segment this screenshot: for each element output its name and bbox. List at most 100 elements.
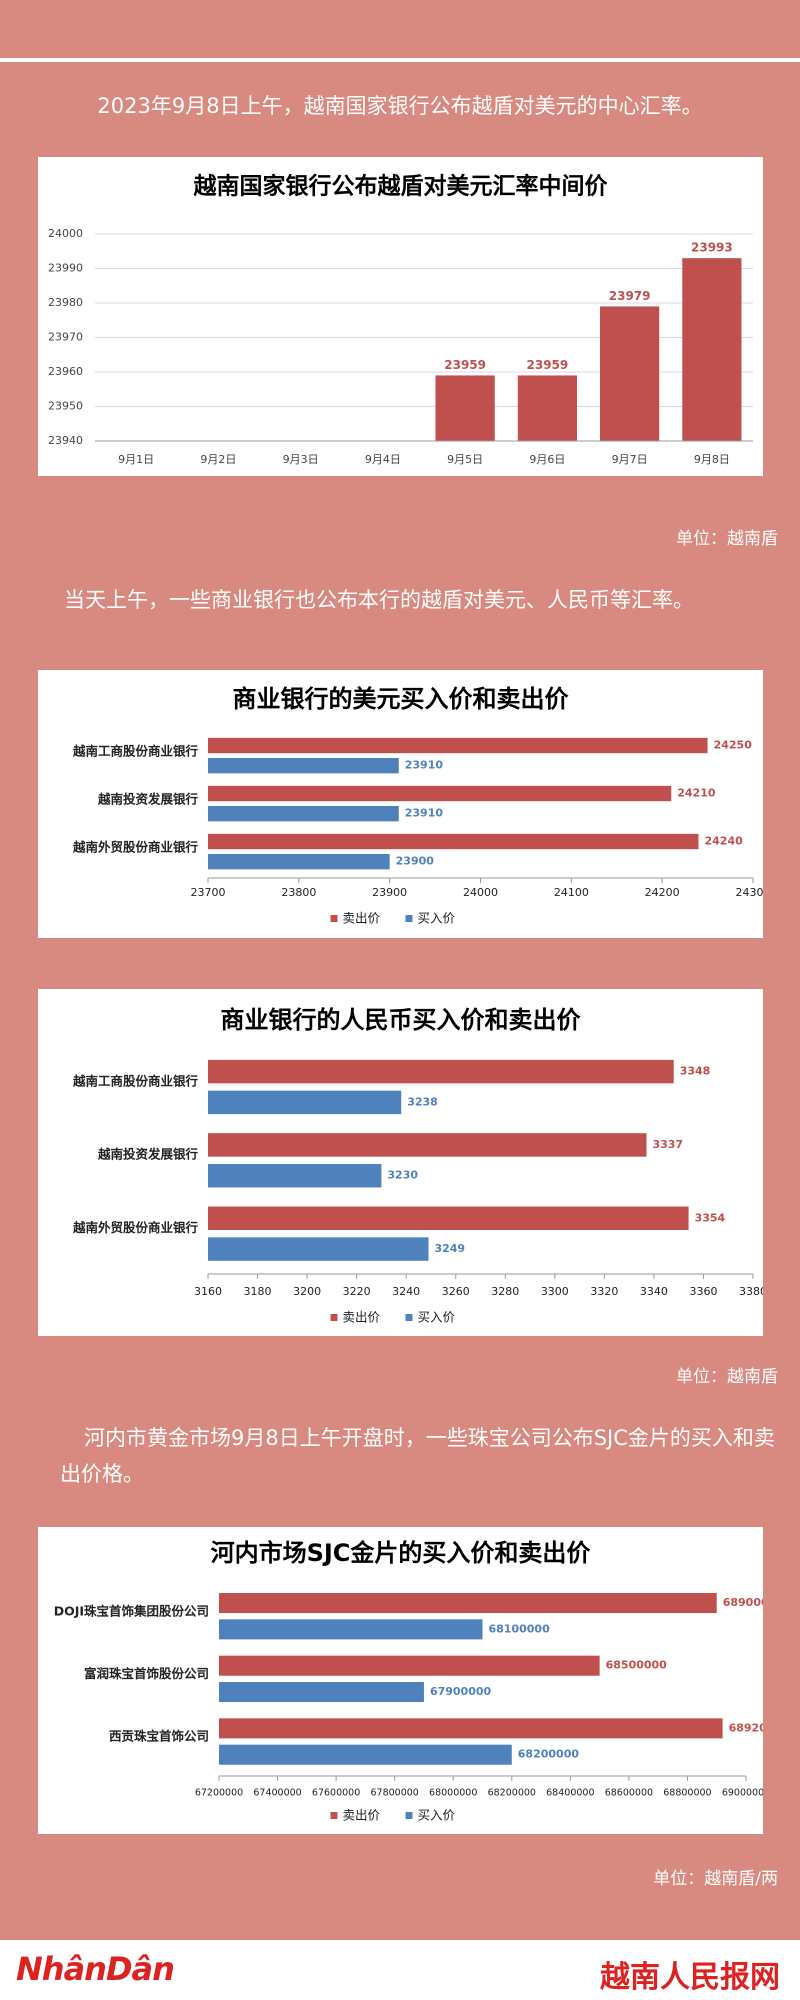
data-label: 23993 <box>691 241 733 255</box>
y-tick-label: 越南投资发展银行 <box>97 792 199 807</box>
data-label: 68900000 <box>723 1596 763 1609</box>
x-tick-label: 68600000 <box>605 1788 653 1799</box>
x-tick-label: 9月5日 <box>447 453 483 466</box>
x-tick-label: 3240 <box>392 1285 420 1298</box>
unit-note: 单位：越南盾 <box>676 529 778 549</box>
chart-title: 越南国家银行公布越盾对美元汇率中间价 <box>194 173 609 200</box>
bar <box>435 375 495 441</box>
x-tick-label: 9月8日 <box>694 453 730 466</box>
y-tick-label: 越南外贸股份商业银行 <box>72 840 199 855</box>
bar <box>219 1593 717 1614</box>
y-tick-label: 越南投资发展银行 <box>97 1147 199 1162</box>
x-tick-label: 68200000 <box>488 1788 536 1799</box>
data-label: 24210 <box>677 787 716 800</box>
data-label: 23959 <box>527 358 569 372</box>
y-tick-label: DOJI珠宝首饰集团股份公司 <box>54 1603 209 1618</box>
bar <box>208 833 699 850</box>
y-tick-label: 富润珠宝首饰股份公司 <box>84 1666 209 1681</box>
bar <box>219 1619 483 1640</box>
bar <box>219 1655 600 1676</box>
data-label: 3354 <box>695 1211 726 1224</box>
y-tick-label: 23950 <box>48 400 83 413</box>
x-tick-label: 9月7日 <box>612 453 648 466</box>
x-tick-label: 9月3日 <box>283 453 319 466</box>
bar <box>517 375 577 441</box>
x-tick-label: 3320 <box>590 1285 618 1298</box>
y-tick-label: 越南工商股份商业银行 <box>72 744 199 759</box>
y-tick-label: 23970 <box>48 331 83 344</box>
chart-title: 河内市场SJC金片的买入价和卖出价 <box>211 1539 592 1567</box>
bar <box>208 854 390 870</box>
legend-swatch <box>405 1314 413 1321</box>
paragraph: 当天上午，一些商业银行也公布本行的越盾对美元、人民币等汇率。 <box>64 588 694 612</box>
x-tick-label: 68800000 <box>663 1788 711 1799</box>
x-tick-label: 3280 <box>491 1285 519 1298</box>
chart-title: 商业银行的美元买入价和卖出价 <box>233 685 570 713</box>
data-label: 68200000 <box>518 1748 580 1761</box>
legend-swatch <box>405 1812 413 1819</box>
unit-note: 单位：越南盾 <box>676 1367 778 1387</box>
data-label: 3337 <box>652 1138 683 1151</box>
bar <box>208 785 672 802</box>
x-tick-label: 67600000 <box>312 1788 360 1799</box>
data-label: 23959 <box>444 358 486 372</box>
x-tick-label: 67200000 <box>195 1788 243 1799</box>
bar <box>682 258 742 441</box>
x-tick-label: 67800000 <box>370 1788 418 1799</box>
bar <box>208 737 708 754</box>
data-label: 68920000 <box>729 1721 763 1734</box>
legend-swatch <box>405 915 413 922</box>
x-tick-label: 3360 <box>689 1285 717 1298</box>
x-tick-label: 3160 <box>194 1285 222 1298</box>
x-tick-label: 9月6日 <box>529 453 565 466</box>
data-label: 67900000 <box>430 1685 492 1698</box>
x-tick-label: 3260 <box>442 1285 470 1298</box>
bar <box>600 306 660 441</box>
legend-label: 卖出价 <box>343 1310 381 1325</box>
bar <box>219 1744 512 1765</box>
x-tick-label: 3200 <box>293 1285 321 1298</box>
x-tick-label: 67400000 <box>253 1788 301 1799</box>
bar <box>208 1090 402 1115</box>
bar <box>208 1206 689 1230</box>
data-label: 3238 <box>407 1095 438 1108</box>
legend-label: 买入价 <box>418 911 456 926</box>
data-label: 68500000 <box>606 1659 668 1672</box>
bar <box>208 1237 429 1261</box>
divider <box>0 58 800 62</box>
data-label: 3230 <box>387 1169 418 1182</box>
bar <box>219 1718 723 1739</box>
bar <box>208 1133 647 1157</box>
bar <box>208 806 399 822</box>
legend-label: 买入价 <box>418 1808 456 1823</box>
x-tick-label: 9月4日 <box>365 453 401 466</box>
data-label: 68100000 <box>489 1622 551 1635</box>
x-tick-label: 69000000 <box>722 1788 763 1799</box>
data-label: 24250 <box>714 739 753 752</box>
legend-label: 卖出价 <box>343 911 381 926</box>
legend-swatch <box>330 1812 338 1819</box>
legend-label: 卖出价 <box>343 1808 381 1823</box>
chart: 商业银行的美元买入价和卖出价 23700 23800 23900 24000 24100 2… <box>38 670 763 938</box>
data-label: 24240 <box>705 835 744 848</box>
legend-swatch <box>330 915 338 922</box>
y-tick-label: 西贡珠宝首饰公司 <box>109 1729 209 1744</box>
data-label: 23910 <box>405 807 444 820</box>
logo: NhânDân <box>16 1950 175 1988</box>
paragraph: 河内市黄金市场9月8日上午开盘时，一些珠宝公司公布SJC金片的买入和卖出价格。 <box>60 1426 775 1486</box>
bar <box>208 758 399 774</box>
unit-note: 单位：越南盾/两 <box>653 1869 778 1889</box>
x-tick-label: 24200 <box>645 886 680 899</box>
chart-title: 商业银行的人民币买入价和卖出价 <box>221 1006 582 1034</box>
x-tick-label: 3380 <box>739 1285 763 1298</box>
x-tick-label: 68400000 <box>546 1788 594 1799</box>
x-tick-label: 23700 <box>191 886 226 899</box>
bar <box>208 1059 674 1084</box>
x-tick-label: 68000000 <box>429 1788 477 1799</box>
chart: 越南国家银行公布越盾对美元汇率中间价 23940 23950 23960 23970 23… <box>38 157 763 476</box>
y-tick-label: 越南外贸股份商业银行 <box>72 1220 199 1235</box>
y-tick-label: 越南工商股份商业银行 <box>72 1073 199 1088</box>
data-label: 3348 <box>680 1065 711 1078</box>
x-tick-label: 3180 <box>244 1285 272 1298</box>
y-tick-label: 23980 <box>48 296 83 309</box>
